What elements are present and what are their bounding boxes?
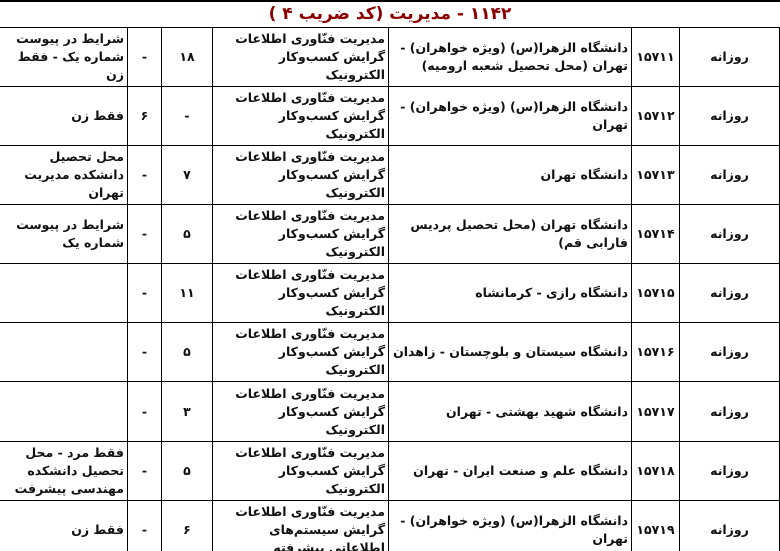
cell-notes [0, 322, 128, 382]
cell-program-code: ۱۵۷۱۴ [631, 204, 680, 264]
cell-notes [0, 381, 128, 442]
cell-program-code: ۱۵۷۱۳ [631, 145, 680, 205]
cell-program-title: مدیریت فنّاوری اطلاعات گرایش کسب‌وکار ال… [212, 27, 389, 87]
table-row: روزانه ۱۵۷۱۹ دانشگاه الزهرا(س) (ویژه خوا… [0, 500, 780, 551]
cell-program-title: مدیریت فنّاوری اطلاعات گرایش کسب‌وکار ال… [212, 263, 389, 323]
cell-program-code: ۱۵۷۱۷ [631, 381, 680, 442]
cell-course-type: روزانه [679, 263, 780, 323]
cell-course-type: روزانه [679, 27, 780, 87]
cell-program-title: مدیریت فنّاوری اطلاعات گرایش کسب‌وکار ال… [212, 381, 389, 442]
cell-university-name: دانشگاه تهران (محل تحصیل پردیس فارابی قم… [388, 204, 632, 264]
cell-capacity-semester1: ۷ [161, 145, 213, 205]
table-row: روزانه ۱۵۷۱۱ دانشگاه الزهرا(س) (ویژه خوا… [0, 27, 780, 87]
cell-course-type: روزانه [679, 381, 780, 442]
cell-notes: فقط مرد - محل تحصیل دانشکده مهندسی پیشرف… [0, 441, 128, 501]
cell-notes: محل تحصیل دانشکده مدیریت تهران [0, 145, 128, 205]
table-row: روزانه ۱۵۷۱۳ دانشگاه تهران مدیریت فنّاور… [0, 145, 780, 205]
cell-course-type: روزانه [679, 441, 780, 501]
cell-capacity-semester2: - [127, 381, 162, 442]
cell-program-code: ۱۵۷۱۵ [631, 263, 680, 323]
cell-university-name: دانشگاه شهید بهشتی - تهران [388, 381, 632, 442]
cell-university-name: دانشگاه الزهرا(س) (ویژه خواهران) - تهران… [388, 27, 632, 87]
cell-program-title: مدیریت فنّاوری اطلاعات گرایش سیستم‌های ا… [212, 500, 389, 551]
cell-capacity-semester1: ۶ [161, 500, 213, 551]
cell-capacity-semester2: - [127, 500, 162, 551]
cell-program-title: مدیریت فنّاوری اطلاعات گرایش کسب‌وکار ال… [212, 86, 389, 146]
cell-capacity-semester2: - [127, 204, 162, 264]
cell-notes: شرایط در پیوست شماره یک - فقط زن [0, 27, 128, 87]
table-row: روزانه ۱۵۷۱۶ دانشگاه سیستان و بلوچستان -… [0, 322, 780, 382]
cell-university-name: دانشگاه رازی - کرمانشاه [388, 263, 632, 323]
cell-course-type: روزانه [679, 204, 780, 264]
programs-table: روزانه ۱۵۷۱۱ دانشگاه الزهرا(س) (ویژه خوا… [0, 27, 780, 551]
cell-capacity-semester2: ۶ [127, 86, 162, 146]
cell-capacity-semester1: ۵ [161, 204, 213, 264]
cell-university-name: دانشگاه تهران [388, 145, 632, 205]
table-row: روزانه ۱۵۷۱۸ دانشگاه علم و صنعت ایران - … [0, 441, 780, 501]
cell-program-code: ۱۵۷۱۹ [631, 500, 680, 551]
cell-course-type: روزانه [679, 500, 780, 551]
cell-notes [0, 263, 128, 323]
cell-capacity-semester2: - [127, 263, 162, 323]
cell-program-code: ۱۵۷۱۸ [631, 441, 680, 501]
cell-capacity-semester1: ۱۱ [161, 263, 213, 323]
cell-capacity-semester1: ۵ [161, 441, 213, 501]
cell-university-name: دانشگاه علم و صنعت ایران - تهران [388, 441, 632, 501]
cell-course-type: روزانه [679, 322, 780, 382]
cell-program-title: مدیریت فنّاوری اطلاعات گرایش کسب‌وکار ال… [212, 322, 389, 382]
table-row: روزانه ۱۵۷۱۲ دانشگاه الزهرا(س) (ویژه خوا… [0, 86, 780, 146]
programs-table-body: روزانه ۱۵۷۱۱ دانشگاه الزهرا(س) (ویژه خوا… [0, 27, 780, 551]
top-divider [0, 0, 780, 2]
cell-university-name: دانشگاه الزهرا(س) (ویژه خواهران) - تهران [388, 86, 632, 146]
cell-program-title: مدیریت فنّاوری اطلاعات گرایش کسب‌وکار ال… [212, 441, 389, 501]
cell-course-type: روزانه [679, 86, 780, 146]
cell-program-code: ۱۵۷۱۱ [631, 27, 680, 87]
table-row: روزانه ۱۵۷۱۵ دانشگاه رازی - کرمانشاه مدی… [0, 263, 780, 323]
table-row: روزانه ۱۵۷۱۷ دانشگاه شهید بهشتی - تهران … [0, 381, 780, 442]
cell-capacity-semester2: - [127, 27, 162, 87]
cell-capacity-semester1: ۱۸ [161, 27, 213, 87]
table-row: روزانه ۱۵۷۱۴ دانشگاه تهران (محل تحصیل پر… [0, 204, 780, 264]
cell-program-title: مدیریت فنّاوری اطلاعات گرایش کسب‌وکار ال… [212, 145, 389, 205]
cell-program-code: ۱۵۷۱۶ [631, 322, 680, 382]
cell-capacity-semester2: - [127, 441, 162, 501]
cell-capacity-semester2: - [127, 322, 162, 382]
cell-university-name: دانشگاه سیستان و بلوچستان - زاهدان [388, 322, 632, 382]
page-title: ۱۱۴۲ - مدیریت (کد ضریب ۴ ) [268, 4, 512, 24]
cell-notes: فقط زن [0, 86, 128, 146]
cell-capacity-semester2: - [127, 145, 162, 205]
cell-notes: شرایط در پیوست شماره یک [0, 204, 128, 264]
cell-capacity-semester1: - [161, 86, 213, 146]
cell-university-name: دانشگاه الزهرا(س) (ویژه خواهران) - تهران [388, 500, 632, 551]
cell-course-type: روزانه [679, 145, 780, 205]
cell-capacity-semester1: ۵ [161, 322, 213, 382]
cell-program-code: ۱۵۷۱۲ [631, 86, 680, 146]
cell-capacity-semester1: ۳ [161, 381, 213, 442]
cell-notes: فقط زن [0, 500, 128, 551]
cell-program-title: مدیریت فنّاوری اطلاعات گرایش کسب‌وکار ال… [212, 204, 389, 264]
